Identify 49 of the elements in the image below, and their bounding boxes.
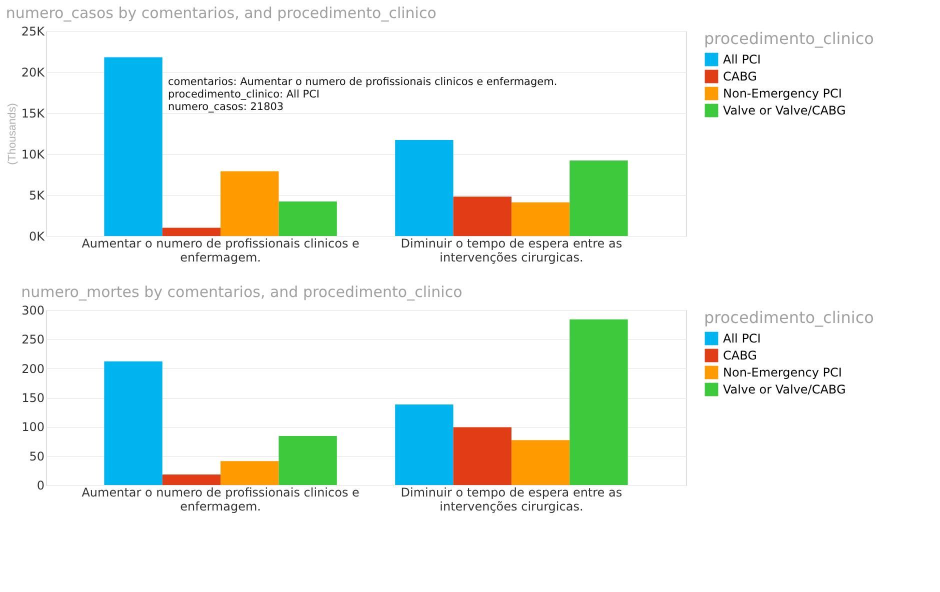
- bar: [395, 404, 454, 485]
- y-tick-label: 100: [22, 420, 44, 434]
- bar: [104, 57, 162, 236]
- legend-label: CABG: [723, 70, 757, 84]
- y-axis-title: (Thousands): [6, 103, 18, 165]
- y-tick-label: 200: [22, 362, 44, 376]
- bar: [220, 461, 279, 485]
- legend-label: All PCI: [723, 332, 761, 346]
- bar: [104, 361, 162, 485]
- legend-label: Non-Emergency PCI: [723, 366, 842, 380]
- bar: [278, 436, 337, 485]
- x-tick-label: Aumentar o numero de profissionais clinicos e enfermagem.: [82, 486, 360, 514]
- annotation: comentarios: Aumentar o numero de profissionais clinicos e enfermagem.: [168, 76, 558, 88]
- legend-label: Valve or Valve/CABG: [723, 382, 846, 396]
- bar: [220, 171, 279, 236]
- legend-label: CABG: [723, 348, 757, 362]
- y-tick-label: 0K: [28, 230, 46, 244]
- x-tick-label: Diminuir o tempo de espera entre as intervenções cirurgicas.: [400, 486, 622, 514]
- y-tick-label: 5K: [28, 188, 46, 202]
- chart-title: numero_casos by comentarios, and procedimento_clinico: [6, 4, 436, 22]
- bar: [395, 140, 454, 236]
- y-tick-label: 25K: [21, 24, 46, 38]
- y-tick-label: 20K: [21, 66, 46, 80]
- bar: [570, 160, 628, 236]
- y-tick-label: 150: [22, 391, 44, 405]
- y-tick-label: 50: [29, 449, 44, 464]
- y-tick-label: 0: [36, 478, 44, 492]
- bar: [162, 474, 221, 485]
- bar: [453, 196, 512, 236]
- legend-title: procedimento_clinico: [704, 29, 874, 48]
- bar: [511, 202, 570, 236]
- legend-title: procedimento_clinico: [704, 308, 874, 327]
- bar: [453, 427, 512, 485]
- legend-label: All PCI: [723, 52, 761, 66]
- annotation: procedimento_clinico: All PCI: [168, 88, 320, 100]
- bar: [570, 319, 628, 485]
- annotation: numero_casos: 21803: [168, 101, 284, 113]
- y-tick-label: 250: [22, 332, 44, 347]
- bar: [162, 228, 221, 236]
- chart-title: numero_mortes by comentarios, and procedimento_clinico: [21, 283, 462, 301]
- y-tick-label: 15K: [21, 106, 46, 120]
- y-tick-label: 300: [22, 304, 44, 318]
- bar: [511, 440, 570, 485]
- x-tick-label: Diminuir o tempo de espera entre as intervenções cirurgicas.: [400, 236, 622, 264]
- y-tick-label: 10K: [21, 148, 46, 162]
- legend-label: Valve or Valve/CABG: [723, 104, 846, 118]
- x-tick-label: Aumentar o numero de profissionais clinicos e enfermagem.: [82, 236, 360, 264]
- legend-label: Non-Emergency PCI: [723, 86, 842, 100]
- bar: [278, 202, 337, 236]
